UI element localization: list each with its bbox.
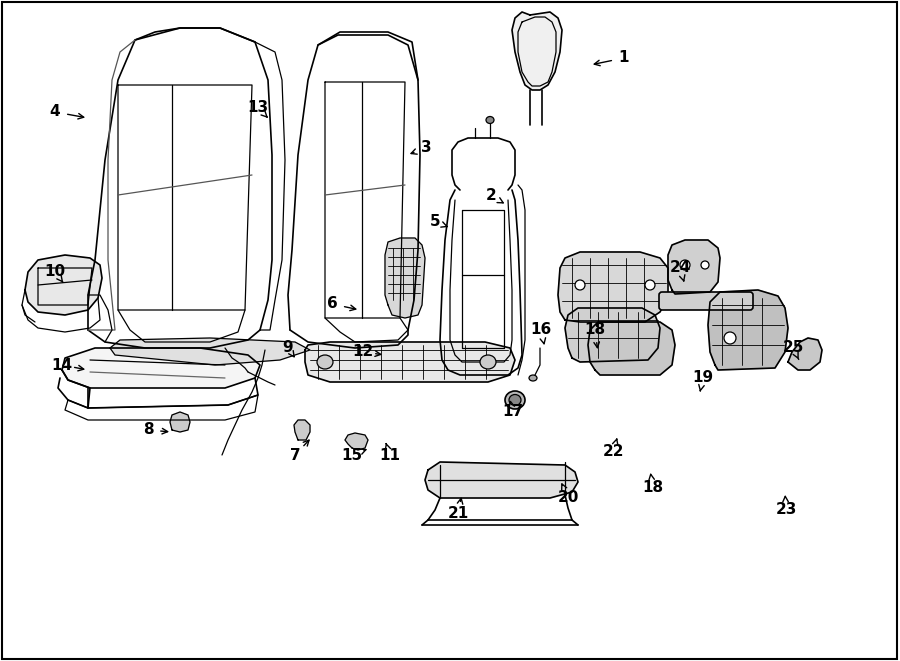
Text: 9: 9 [283,340,293,356]
Polygon shape [788,338,822,370]
Text: 5: 5 [429,215,440,229]
Text: 12: 12 [353,344,374,360]
Polygon shape [708,290,788,370]
Polygon shape [558,252,668,322]
Ellipse shape [680,260,690,270]
Polygon shape [294,420,310,440]
Text: 17: 17 [502,405,524,420]
Text: 8: 8 [143,422,153,438]
Text: 19: 19 [692,371,714,385]
Text: 2: 2 [486,188,497,204]
Ellipse shape [575,280,585,290]
Text: 24: 24 [670,260,690,276]
Ellipse shape [317,355,333,369]
Text: 23: 23 [775,502,796,518]
Polygon shape [345,433,368,450]
Text: 7: 7 [290,447,301,463]
Polygon shape [110,338,310,365]
Text: 11: 11 [380,449,400,463]
Ellipse shape [701,261,709,269]
Text: 1: 1 [619,50,629,65]
Polygon shape [425,462,578,498]
Text: 15: 15 [341,447,363,463]
Polygon shape [588,322,675,375]
Text: 4: 4 [50,104,60,120]
FancyBboxPatch shape [659,292,753,310]
Polygon shape [668,240,720,294]
Text: 14: 14 [51,358,73,373]
Ellipse shape [724,332,736,344]
Ellipse shape [505,391,525,409]
Polygon shape [385,238,425,318]
Ellipse shape [480,355,496,369]
Ellipse shape [486,116,494,124]
Ellipse shape [529,375,537,381]
Text: 10: 10 [44,264,66,280]
Ellipse shape [645,280,655,290]
Polygon shape [25,255,102,315]
Text: 6: 6 [327,297,338,311]
Polygon shape [170,412,190,432]
Text: 3: 3 [420,141,431,155]
Text: 16: 16 [530,323,552,338]
Polygon shape [565,308,660,362]
Text: 25: 25 [782,340,804,356]
Text: 18: 18 [584,323,606,338]
Text: 22: 22 [602,444,624,459]
Text: 21: 21 [447,506,469,522]
Text: 20: 20 [557,490,579,504]
Text: 13: 13 [248,100,268,116]
Polygon shape [305,342,515,382]
Polygon shape [512,12,562,90]
Polygon shape [62,348,260,388]
Text: 18: 18 [643,481,663,496]
Ellipse shape [509,395,521,405]
